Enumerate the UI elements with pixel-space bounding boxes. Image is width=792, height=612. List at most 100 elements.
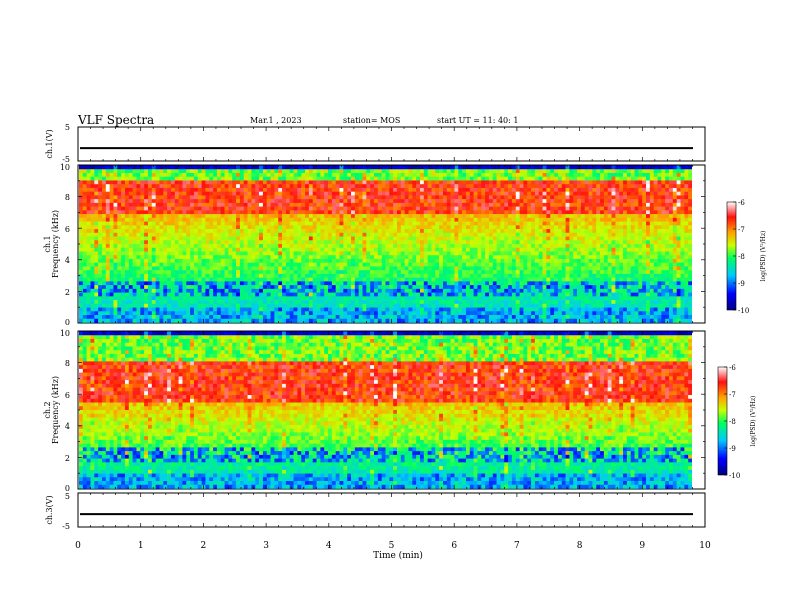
spectrogram-cell (255, 232, 260, 237)
spectrogram-cell (278, 307, 283, 312)
spectrogram-cell (362, 236, 367, 241)
spectrogram-cell (519, 232, 524, 237)
spectrogram-cell (109, 303, 114, 308)
spectrogram-cell (124, 210, 130, 215)
spectrogram-cell (404, 236, 409, 241)
spectrogram-cell (128, 176, 133, 181)
spectrogram-cell (266, 184, 271, 189)
spectrogram-cell (155, 251, 160, 256)
spectrogram-cell (216, 195, 222, 200)
spectrogram-cell (481, 273, 486, 278)
spectrogram-cell (473, 221, 478, 226)
spectrogram-cell (366, 296, 371, 301)
spectrogram-cell (289, 288, 294, 293)
spectrogram-cell (209, 296, 214, 301)
spectrogram-cell (328, 307, 333, 312)
spectrogram-cell (289, 255, 294, 260)
spectrogram-cell (362, 258, 367, 263)
spectrogram-cell (193, 300, 199, 305)
spectrogram-cell (389, 281, 394, 286)
spectrogram-cell (159, 303, 164, 308)
spectrogram-cell (305, 315, 310, 320)
spectrogram-cell (147, 277, 153, 282)
spectrogram-cell (232, 180, 237, 185)
spectrogram-cell (519, 225, 524, 230)
spectrogram-cell (450, 236, 455, 241)
spectrogram-cell (255, 315, 260, 320)
spectrogram-cell (113, 232, 118, 237)
spectrogram-cell (98, 225, 103, 230)
spectrogram-cell (416, 176, 421, 181)
spectrogram-cell (492, 236, 497, 241)
spectrogram-cell (205, 318, 210, 323)
spectrogram-cell (385, 303, 390, 308)
spectrogram-cell (496, 318, 501, 323)
spectrogram-cell (508, 206, 513, 211)
spectrogram-cell (147, 296, 153, 301)
spectrogram-cell (205, 281, 210, 286)
spectrogram-cell (117, 236, 122, 241)
spectrogram-cell (496, 221, 501, 226)
spectrogram-cell (496, 270, 501, 275)
spectrogram-cell (519, 285, 524, 290)
spectrogram-cell (132, 258, 137, 263)
spectrogram-cell (404, 303, 409, 308)
spectrogram-cell (305, 303, 310, 308)
spectrogram-cell (435, 210, 440, 215)
spectrogram-cell (79, 244, 84, 249)
spectrogram-cell (389, 210, 394, 215)
spectrogram-cell (243, 225, 248, 230)
spectrogram-cell (121, 296, 126, 301)
spectrogram-cell (239, 169, 245, 174)
spectrogram-cell (485, 303, 490, 308)
spectrogram-cell (216, 199, 222, 204)
spectrogram-cell (458, 270, 463, 275)
spectrogram-cell (427, 195, 432, 200)
spectrogram-cell (232, 273, 237, 278)
spectrogram-cell (523, 202, 528, 207)
spectrogram-cell (477, 318, 482, 323)
spectrogram-cell (435, 221, 440, 226)
spectrogram-cell (140, 318, 145, 323)
spectrogram-cell (385, 195, 390, 200)
spectrogram-cell (174, 191, 179, 196)
spectrogram-cell (419, 210, 425, 215)
spectrogram-cell (155, 232, 160, 237)
spectrogram-cell (354, 187, 359, 192)
spectrogram-cell (297, 318, 302, 323)
spectrogram-cell (400, 240, 405, 245)
spectrogram-cell (282, 307, 287, 312)
spectrogram-cell (366, 270, 371, 275)
spectrogram-cell (98, 169, 103, 174)
spectrogram-cell (282, 169, 287, 174)
spectrogram-cell (170, 303, 176, 308)
spectrogram-cell (144, 180, 149, 185)
spectrogram-cell (419, 247, 425, 252)
spectrogram-cell (396, 288, 402, 293)
spectrogram-cell (377, 270, 382, 275)
spectrogram-cell (519, 266, 524, 271)
spectrogram-cell (431, 307, 436, 312)
spectrogram-cell (270, 176, 275, 181)
spectrogram-cell (427, 315, 432, 320)
spectrogram-cell (170, 266, 176, 271)
spectrogram-cell (170, 311, 176, 316)
spectrogram-cell (343, 262, 348, 267)
spectrogram-cell (511, 176, 517, 181)
spectrogram-cell (328, 225, 333, 230)
spectrogram-cell (155, 273, 160, 278)
spectrogram-cell (496, 277, 501, 282)
spectrogram-cell (416, 247, 421, 252)
spectrogram-cell (439, 244, 444, 249)
spectrogram-cell (239, 273, 245, 278)
spectrogram-cell (427, 266, 432, 271)
spectrogram-cell (247, 214, 252, 219)
spectrogram-cell (128, 292, 133, 297)
spectrogram-cell (216, 247, 222, 252)
spectrogram-cell (469, 258, 474, 263)
spectrogram-cell (213, 296, 218, 301)
spectrogram-cell (462, 273, 467, 278)
spectrogram-cell (205, 176, 210, 181)
spectrogram-cell (159, 315, 164, 320)
spectrogram-cell (228, 169, 233, 174)
